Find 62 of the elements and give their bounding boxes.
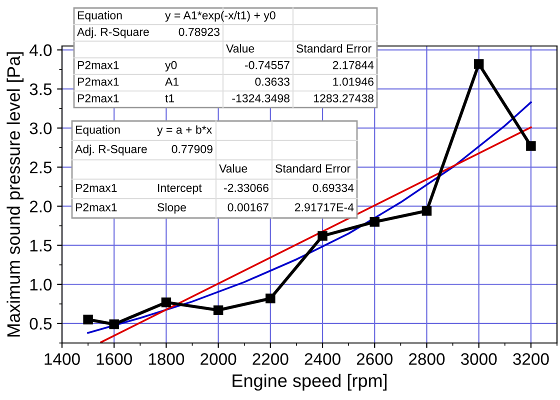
- annotation: y = a + b*x: [157, 125, 212, 136]
- annotation: 0.3633: [255, 78, 290, 86]
- annotation: y0: [165, 61, 177, 72]
- annotation: 2.91717E-4: [294, 203, 354, 212]
- point: [318, 231, 328, 241]
- y-tick-label: 2.0: [30, 200, 52, 212]
- annotation: 2.17844: [332, 61, 374, 70]
- point: [526, 141, 536, 151]
- x-tick-label: 1600: [96, 353, 132, 365]
- x-tick-label: 1400: [44, 353, 80, 365]
- annotation: Adj. R-Square: [75, 144, 147, 156]
- point: [474, 59, 484, 69]
- point: [109, 319, 119, 330]
- annotation: 0.00167: [228, 203, 268, 212]
- annotation: 1.01946: [333, 78, 374, 86]
- text: 0.78923: [178, 28, 220, 36]
- x-tick-label: 2400: [304, 353, 340, 365]
- x-tick-label: 2800: [409, 353, 445, 365]
- point: [266, 294, 276, 304]
- annotation: 0.77909: [172, 145, 212, 154]
- x-tick-label: 2000: [200, 353, 236, 365]
- point: [83, 314, 93, 324]
- point: [161, 297, 172, 308]
- x-tick-label: 3200: [513, 353, 549, 365]
- x-tick-label: 2600: [356, 353, 393, 365]
- annotation: t1: [165, 94, 174, 102]
- point: [422, 206, 432, 216]
- annotation: Slope: [158, 202, 186, 214]
- y-tick-label: 1.5: [30, 240, 52, 252]
- annotation: P2max1: [76, 203, 117, 212]
- y-tick-label: 3.0: [30, 122, 52, 134]
- x-tick-label: 2200: [252, 353, 288, 365]
- annotation: -2.33066: [224, 184, 268, 192]
- annotation: P2max1: [76, 184, 117, 192]
- point: [370, 216, 380, 227]
- annotation: Standard Error: [276, 164, 350, 173]
- annotation: P2max1: [78, 78, 119, 86]
- annotation: P2max1: [78, 94, 119, 102]
- text: y = A1*exp(-x/t1) + y0: [165, 10, 276, 22]
- x-tick-label: 3000: [460, 353, 497, 365]
- annotation: A1: [165, 78, 179, 86]
- annotation: -1324.3498: [232, 94, 290, 102]
- text: Adj. R-Square: [77, 28, 149, 38]
- text: Equation: [78, 10, 122, 22]
- y-tick-label: 1.0: [30, 278, 52, 291]
- point: [213, 305, 224, 316]
- y-tick-label: 4.0: [29, 44, 52, 56]
- annotation: Standard Error: [296, 44, 372, 53]
- y-tick-label: 3.5: [30, 83, 52, 96]
- y-axis-title: Maximum sound pressure level [Pa]: [6, 52, 24, 337]
- annotation: 0.69334: [312, 184, 354, 192]
- y-tick-label: 0.5: [30, 318, 52, 330]
- y-tick-label: 2.5: [30, 162, 52, 174]
- annotation: 1283.27438: [314, 94, 374, 102]
- annotation: Value: [226, 44, 254, 53]
- annotation: Intercept: [158, 184, 202, 194]
- x-axis-title: Engine speed [rpm]: [232, 374, 387, 391]
- annotation: Value: [219, 164, 248, 173]
- annotation: -0.74557: [245, 61, 290, 70]
- x-tick-label: 1800: [148, 353, 184, 365]
- annotation: P2max1: [78, 61, 119, 70]
- annotation: Equation: [76, 125, 120, 136]
